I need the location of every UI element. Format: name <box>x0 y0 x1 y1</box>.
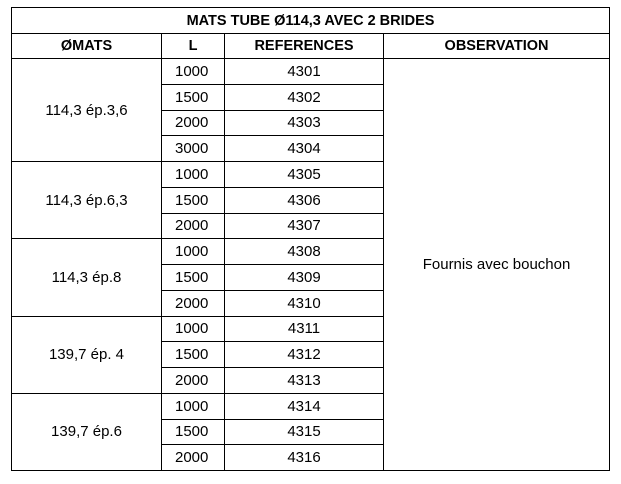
table-row: 2000 4313 <box>12 367 610 394</box>
reference: 4314 <box>224 392 384 420</box>
length: 1500 <box>161 83 225 111</box>
reference: 4307 <box>224 212 384 240</box>
data-table: MATS TUBE Ø114,3 AVEC 2 BRIDES ØMATS L R… <box>10 7 611 472</box>
reference: 4303 <box>224 109 384 137</box>
reference: 4315 <box>224 418 384 446</box>
length: 1000 <box>161 161 225 188</box>
column-header: OBSERVATION <box>382 33 611 59</box>
length: 1000 <box>161 315 225 343</box>
length: 2000 <box>161 367 225 394</box>
length: 1500 <box>161 341 225 368</box>
column-header: ØMATS <box>11 33 162 59</box>
mast-size: 139,7 ép. 4 <box>11 315 162 394</box>
reference: 4316 <box>224 444 384 471</box>
reference: 4311 <box>224 315 384 343</box>
reference: 4309 <box>224 264 384 291</box>
reference: 4313 <box>224 367 384 394</box>
length: 1500 <box>161 186 225 214</box>
table-row: 114,3 ép.8 1000 4308 <box>11 238 610 317</box>
table-row: 2000 4310 <box>12 289 610 317</box>
table-row: 3000 4304 <box>12 135 610 162</box>
reference: 4305 <box>224 161 384 188</box>
table-row: 2000 4303 <box>12 109 610 137</box>
column-header: L <box>161 33 225 59</box>
table-row: 139,7 ép.6 1000 4314 <box>11 392 610 472</box>
column-header: REFERENCES <box>224 33 384 59</box>
length: 2000 <box>161 289 225 317</box>
observation: Fournis avec bouchon <box>382 58 611 471</box>
mast-size: 139,7 ép.6 <box>11 392 162 472</box>
mast-size: 114,3 ép.8 <box>11 238 162 317</box>
length: 1500 <box>161 418 225 446</box>
reference: 4306 <box>224 186 384 214</box>
reference: 4312 <box>224 341 384 368</box>
reference: 4304 <box>224 135 384 162</box>
table-row: 2000 4307 <box>12 212 610 240</box>
length: 2000 <box>161 444 225 471</box>
table-title: MATS TUBE Ø114,3 AVEC 2 BRIDES <box>10 7 611 34</box>
reference: 4308 <box>224 238 384 265</box>
table-row: 1500 4302 <box>12 83 610 111</box>
reference: 4301 <box>224 58 384 85</box>
table-row: 2000 4316 <box>12 444 610 471</box>
table-row: 1500 4312 <box>12 341 610 368</box>
table-row: 114,3 ép.3,6 1000 4301 Fournis avec bouchon <box>11 58 611 471</box>
table-row: 1500 4315 <box>12 418 610 446</box>
length: 1000 <box>161 238 225 265</box>
mast-size: 114,3 ép.3,6 <box>11 58 162 162</box>
table-row: 114,3 ép.6,3 1000 4305 <box>11 160 610 240</box>
reference: 4310 <box>224 289 384 317</box>
table-row: 1500 4306 <box>12 186 610 214</box>
length: 2000 <box>161 212 225 240</box>
length: 1500 <box>161 264 225 291</box>
length: 1000 <box>161 392 225 420</box>
reference: 4302 <box>224 83 384 111</box>
table-row: 139,7 ép. 4 1000 4311 <box>11 315 610 394</box>
length: 3000 <box>161 135 225 162</box>
length: 1000 <box>161 58 225 85</box>
length: 2000 <box>161 109 225 137</box>
mast-size: 114,3 ép.6,3 <box>11 160 162 240</box>
